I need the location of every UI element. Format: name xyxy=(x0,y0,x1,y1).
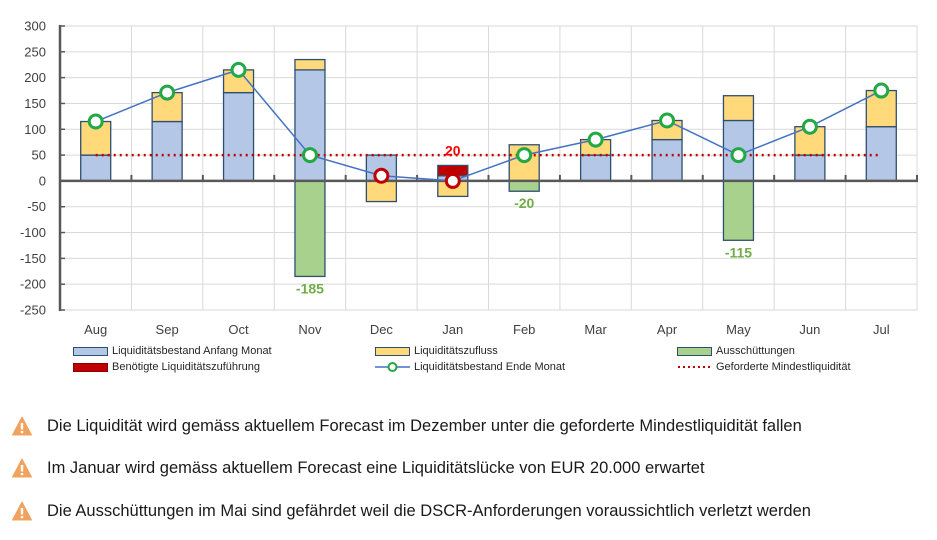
y-tick-label: -250 xyxy=(20,303,46,318)
bar-distribution xyxy=(722,180,755,241)
warning-triangle-icon xyxy=(12,501,32,521)
legend-item-min-liquidity: Geforderte Mindestliquidität xyxy=(677,359,851,375)
data-label: 20 xyxy=(445,142,461,158)
legend-label: Ausschüttungen xyxy=(716,345,795,357)
legend-item-inflow: Liquiditätszufluss xyxy=(375,343,498,359)
liquidity-chart: 300 250 200 150 100 50 0 -50 -100 -150 -200 -250 -1… xyxy=(20,19,918,337)
bar-start-balance xyxy=(579,154,612,182)
end-balance-marker-alert xyxy=(444,172,461,189)
legend-swatch-green xyxy=(677,346,712,356)
end-balance-marker xyxy=(873,82,890,99)
warning-text: Im Januar wird gemäss aktuellem Forecast… xyxy=(47,458,705,477)
warning-triangle-icon xyxy=(12,458,32,478)
warning-text: Die Liquidität wird gemäss aktuellem For… xyxy=(47,416,802,435)
legend-label: Geforderte Mindestliquidität xyxy=(716,361,851,373)
x-tick-label: Jul xyxy=(873,322,890,337)
data-label: -115 xyxy=(725,244,752,260)
legend-item-start-balance: Liquiditätsbestand Anfang Monat xyxy=(73,343,272,359)
end-balance-marker-alert xyxy=(373,167,390,184)
end-balance-marker xyxy=(659,112,676,129)
x-tick-label: Jan xyxy=(442,322,463,337)
y-axis-ticks: 300 250 200 150 100 50 0 -50 -100 -150 -200 -250 xyxy=(20,19,46,318)
y-tick-label: -200 xyxy=(20,277,46,292)
legend-item-distributions: Ausschüttungen xyxy=(677,343,795,359)
y-tick-label: 250 xyxy=(24,44,46,59)
bar-inflow xyxy=(365,180,398,203)
y-tick-label: 200 xyxy=(24,70,46,85)
bar-start-balance xyxy=(222,91,255,182)
x-tick-label: Dec xyxy=(370,322,394,337)
end-balance-marker xyxy=(730,147,747,164)
y-tick-label: 150 xyxy=(24,96,46,111)
x-tick-label: Mar xyxy=(584,322,607,337)
bar-start-balance xyxy=(651,138,683,182)
legend-swatch-yellow xyxy=(375,346,410,356)
bar-start-balance xyxy=(151,120,183,182)
warning-text: Die Ausschüttungen im Mai sind gefährdet… xyxy=(47,501,811,520)
legend-line-marker-icon xyxy=(375,362,410,372)
legend-label: Benötigte Liquiditätszuführung xyxy=(112,361,260,373)
x-tick-label: May xyxy=(726,322,751,337)
x-tick-label: Oct xyxy=(228,322,249,337)
warning-item: Im Januar wird gemäss aktuellem Forecast… xyxy=(12,456,705,480)
x-axis-ticks: Aug Sep Oct Nov Dec Jan Feb Mar Apr May Jun Jul xyxy=(84,322,890,337)
end-balance-marker xyxy=(801,118,818,135)
end-balance-marker xyxy=(587,131,604,148)
legend-label: Liquiditätsbestand Ende Monat xyxy=(414,361,566,373)
end-liquidity-line xyxy=(87,61,890,189)
legend-item-required-injection: Benötigte Liquiditätszuführung xyxy=(73,359,260,375)
end-balance-line xyxy=(95,69,882,182)
y-tick-label: -150 xyxy=(20,251,46,266)
y-tick-label: 50 xyxy=(32,148,46,163)
warning-triangle-icon xyxy=(12,416,32,436)
legend-item-end-balance: Liquiditätsbestand Ende Monat xyxy=(375,359,565,375)
legend-label: Liquiditätszufluss xyxy=(414,345,498,357)
legend-swatch-blue xyxy=(73,346,108,356)
warning-item: Die Liquidität wird gemäss aktuellem For… xyxy=(12,414,802,438)
chart-legend: Liquiditätsbestand Anfang Monat Liquidit… xyxy=(0,340,937,380)
end-balance-marker xyxy=(159,84,176,101)
end-balance-marker xyxy=(87,113,104,130)
bar-start-balance xyxy=(294,69,326,182)
data-labels: -185 20 -20 -115 xyxy=(296,142,752,296)
y-tick-label: 100 xyxy=(24,122,46,137)
end-balance-marker xyxy=(301,147,318,164)
bar-start-balance xyxy=(794,154,826,182)
y-tick-label: 300 xyxy=(24,19,46,34)
legend-swatch-red xyxy=(73,362,108,372)
x-tick-label: Sep xyxy=(156,322,179,337)
bar-inflow xyxy=(722,95,755,122)
y-tick-label: 0 xyxy=(39,173,46,188)
x-tick-label: Aug xyxy=(84,322,107,337)
x-tick-label: Nov xyxy=(298,322,322,337)
y-tick-label: -100 xyxy=(20,225,46,240)
x-tick-label: Jun xyxy=(799,322,820,337)
bar-start-balance xyxy=(80,154,112,182)
bar-start-balance xyxy=(865,126,897,182)
legend-label: Liquiditätsbestand Anfang Monat xyxy=(112,345,272,357)
data-label: -20 xyxy=(514,195,534,211)
x-tick-label: Apr xyxy=(657,322,678,337)
data-label: -185 xyxy=(296,280,324,296)
bar-inflow xyxy=(294,58,326,71)
end-balance-marker xyxy=(230,61,247,78)
legend-dotted-line-icon xyxy=(678,366,712,368)
bar-distribution xyxy=(294,180,326,278)
bar-distribution xyxy=(508,180,540,192)
y-tick-label: -50 xyxy=(27,199,46,214)
x-tick-label: Feb xyxy=(513,322,535,337)
end-balance-marker xyxy=(516,147,533,164)
warning-item: Die Ausschüttungen im Mai sind gefährdet… xyxy=(12,499,811,523)
